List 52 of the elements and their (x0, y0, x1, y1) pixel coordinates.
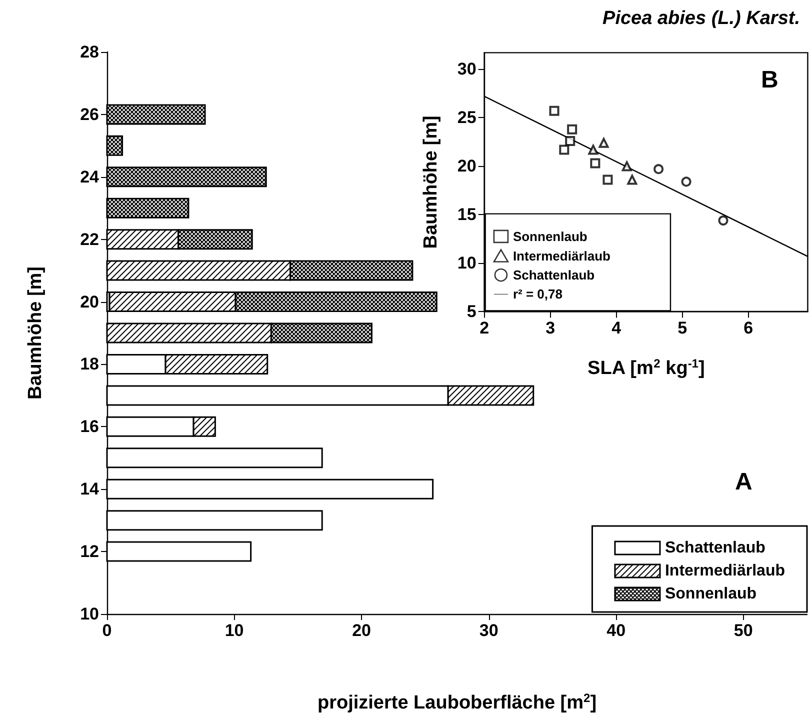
point (627, 174, 638, 185)
x-tick-label: 40 (606, 621, 626, 640)
x-tick-label: 3 (546, 318, 556, 338)
legend-label: Schattenlaub (664, 540, 766, 556)
y-tick-label: 24 (80, 167, 100, 186)
annotation: A (735, 468, 752, 496)
x-tick-label: 5 (678, 318, 688, 338)
point (590, 158, 600, 168)
y-tick-label: 25 (457, 108, 476, 128)
point (559, 144, 570, 155)
y-axis-title: Baumhöhe [m] (25, 266, 46, 400)
x-tick-label: 10 (224, 621, 244, 640)
point (602, 174, 613, 185)
y-tick-label: 10 (457, 254, 476, 273)
x-tick-label: 50 (734, 621, 753, 640)
point (718, 216, 728, 226)
y-axis-title: Baumhöhe [m] (420, 116, 442, 249)
y-tick-label: 20 (80, 292, 99, 312)
x-tick-label: 6 (744, 318, 754, 338)
legend-label: r² = 0,78 (512, 286, 562, 302)
x-tick-label: 30 (479, 621, 498, 640)
y-tick-label: 22 (80, 230, 99, 249)
y-tick-label: 5 (466, 302, 476, 322)
y-tick-label: 18 (80, 354, 99, 374)
y-tick-label: 14 (80, 480, 100, 499)
point (549, 106, 560, 116)
legend-label: Intermediärlaub (512, 248, 611, 264)
x-tick-label: 4 (612, 318, 622, 338)
point (654, 164, 664, 174)
y-tick-label: 15 (457, 205, 476, 224)
point (681, 176, 692, 187)
y-tick-label: 12 (80, 542, 99, 562)
y-tick-label: 16 (80, 417, 99, 436)
y-tick-label: 28 (80, 42, 99, 62)
legend-label: Sonnenlaub (512, 228, 588, 244)
x-tick-label: 2 (480, 318, 490, 338)
y-tick-label: 30 (457, 60, 476, 79)
legend-label: Schattenlaub (512, 268, 595, 283)
legend-label: Sonnenlaub (664, 586, 757, 602)
point (598, 138, 609, 148)
y-tick-label: 10 (80, 604, 99, 624)
point (622, 161, 632, 172)
legend-label: Intermediärlaub (664, 562, 786, 580)
x-tick-label: 0 (102, 621, 112, 640)
point (565, 136, 576, 146)
x-tick-label: 20 (352, 621, 372, 640)
y-tick-label: 26 (80, 104, 99, 124)
annotation: B (761, 66, 778, 94)
point (567, 124, 578, 134)
y-tick-label: 20 (457, 156, 476, 176)
point (588, 144, 598, 155)
chart-title: Picea abies (L.) Karst. (602, 8, 800, 29)
